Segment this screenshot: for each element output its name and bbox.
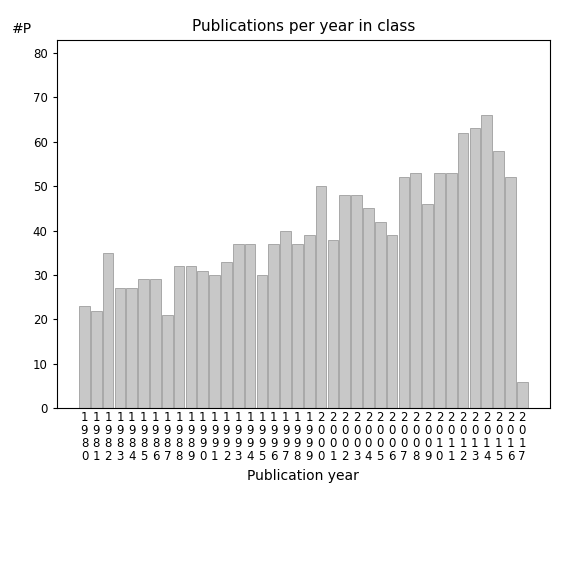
- Bar: [197, 270, 208, 408]
- Bar: [79, 306, 90, 408]
- Bar: [209, 275, 220, 408]
- Bar: [434, 173, 445, 408]
- Bar: [174, 266, 184, 408]
- Title: Publications per year in class: Publications per year in class: [192, 19, 415, 35]
- Bar: [493, 151, 504, 408]
- Bar: [517, 382, 527, 408]
- Bar: [126, 289, 137, 408]
- Bar: [103, 253, 113, 408]
- Bar: [91, 311, 101, 408]
- Bar: [458, 133, 468, 408]
- Bar: [304, 235, 315, 408]
- Bar: [446, 173, 456, 408]
- Bar: [411, 173, 421, 408]
- Bar: [292, 244, 303, 408]
- Bar: [233, 244, 244, 408]
- Bar: [185, 266, 196, 408]
- X-axis label: Publication year: Publication year: [247, 468, 359, 483]
- Bar: [363, 209, 374, 408]
- Bar: [469, 129, 480, 408]
- Bar: [245, 244, 255, 408]
- Bar: [340, 195, 350, 408]
- Bar: [505, 177, 516, 408]
- Bar: [422, 204, 433, 408]
- Bar: [268, 244, 279, 408]
- Bar: [352, 195, 362, 408]
- Bar: [257, 275, 267, 408]
- Y-axis label: #P: #P: [12, 22, 32, 36]
- Bar: [221, 262, 232, 408]
- Bar: [162, 315, 172, 408]
- Bar: [481, 115, 492, 408]
- Bar: [280, 231, 291, 408]
- Bar: [387, 235, 397, 408]
- Bar: [138, 280, 149, 408]
- Bar: [375, 222, 386, 408]
- Bar: [328, 239, 338, 408]
- Bar: [115, 289, 125, 408]
- Bar: [316, 186, 327, 408]
- Bar: [150, 280, 161, 408]
- Bar: [399, 177, 409, 408]
